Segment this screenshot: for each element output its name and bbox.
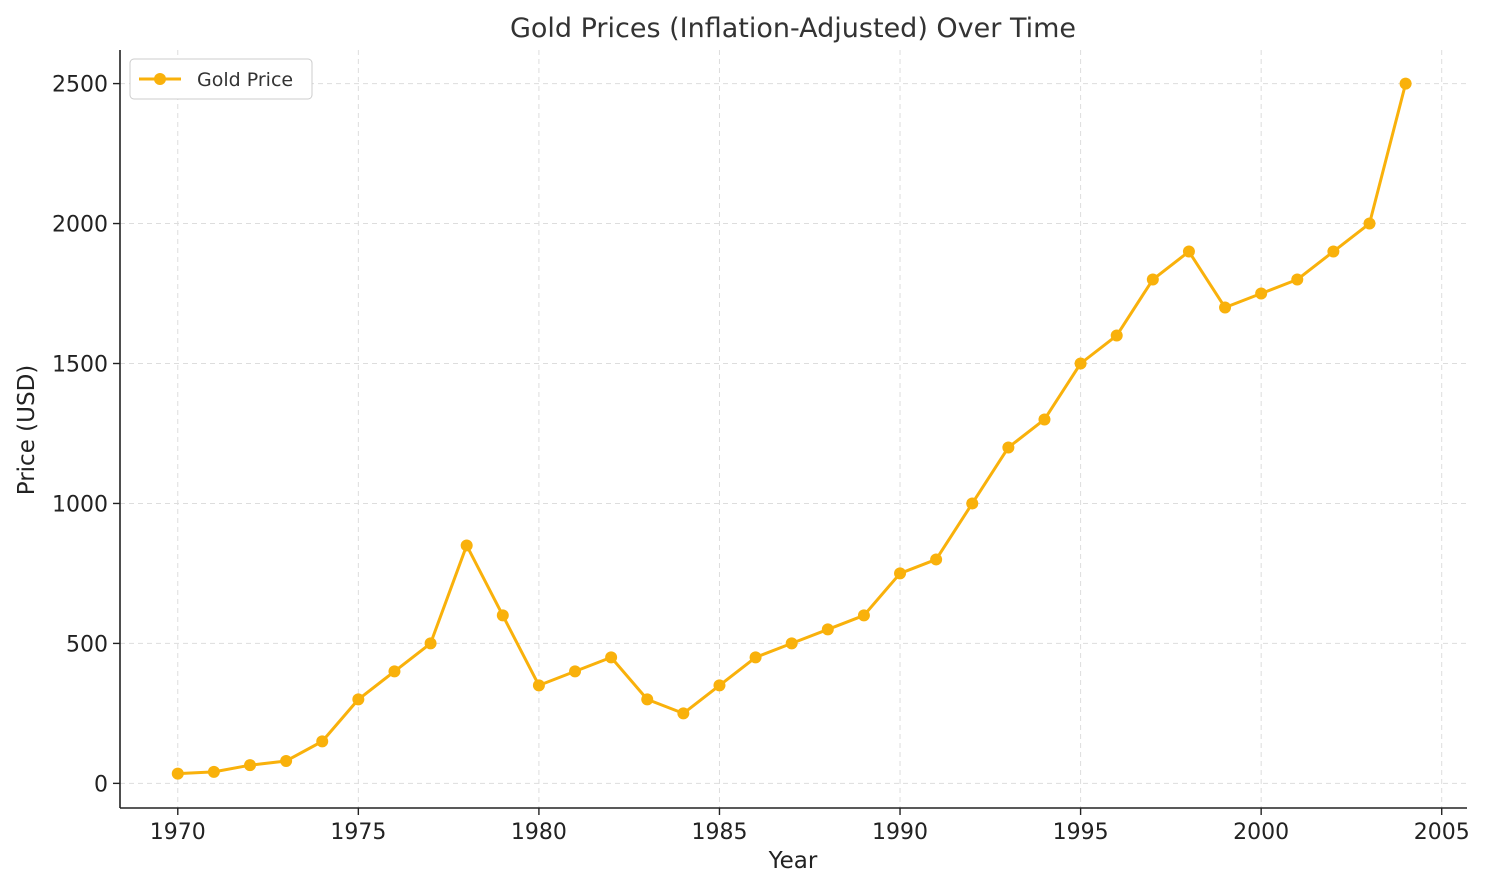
data-point bbox=[713, 679, 726, 692]
y-tick-label: 2500 bbox=[52, 73, 108, 98]
data-point bbox=[280, 754, 293, 767]
legend-marker-swatch bbox=[154, 73, 166, 85]
data-point bbox=[1399, 77, 1412, 90]
data-point bbox=[352, 693, 365, 706]
data-point bbox=[930, 553, 943, 566]
chart-title: Gold Prices (Inflation-Adjusted) Over Ti… bbox=[510, 13, 1076, 44]
data-point bbox=[207, 765, 220, 778]
data-point bbox=[1182, 245, 1195, 258]
data-point bbox=[532, 679, 545, 692]
series-layer bbox=[171, 77, 1412, 780]
data-point bbox=[460, 539, 473, 552]
y-axis-label: Price (USD) bbox=[14, 365, 40, 496]
data-point bbox=[496, 609, 509, 622]
data-point bbox=[1291, 273, 1304, 286]
data-point bbox=[1002, 441, 1015, 454]
data-point bbox=[1219, 301, 1232, 314]
data-point bbox=[894, 567, 907, 580]
data-point bbox=[569, 665, 582, 678]
data-point bbox=[1146, 273, 1159, 286]
legend-box bbox=[129, 58, 313, 100]
data-point bbox=[1074, 357, 1087, 370]
legend: Gold Price bbox=[129, 58, 313, 100]
data-point bbox=[388, 665, 401, 678]
data-point bbox=[821, 623, 834, 636]
x-tick-label: 2005 bbox=[1414, 820, 1470, 845]
x-tick-label: 1990 bbox=[872, 820, 928, 845]
data-point bbox=[857, 609, 870, 622]
data-point bbox=[1038, 413, 1051, 426]
x-axis-ticks: 1970 1975 1980 1985 1990 1995 2000 2005 bbox=[150, 808, 1470, 845]
y-tick-label: 1500 bbox=[52, 353, 108, 378]
data-point bbox=[785, 637, 798, 650]
data-point bbox=[424, 637, 437, 650]
data-point bbox=[749, 651, 762, 664]
x-tick-label: 1980 bbox=[511, 820, 567, 845]
x-tick-label: 2000 bbox=[1233, 820, 1289, 845]
data-point bbox=[677, 707, 690, 720]
data-point bbox=[244, 759, 257, 772]
y-tick-label: 0 bbox=[94, 772, 108, 797]
data-point bbox=[605, 651, 618, 664]
data-point bbox=[641, 693, 654, 706]
data-point bbox=[316, 735, 329, 748]
data-point bbox=[1327, 245, 1340, 258]
data-point bbox=[966, 497, 979, 510]
x-axis-label: Year bbox=[768, 848, 818, 874]
y-axis-ticks: 0 500 1000 1500 2000 2500 bbox=[52, 73, 120, 797]
data-point bbox=[171, 767, 184, 780]
data-point bbox=[1363, 217, 1376, 230]
legend-label: Gold Price bbox=[197, 69, 293, 91]
grid-lines bbox=[120, 50, 1467, 808]
series-line-gold-price bbox=[176, 82, 1408, 776]
data-point bbox=[1110, 329, 1123, 342]
y-tick-label: 2000 bbox=[52, 213, 108, 238]
x-tick-label: 1985 bbox=[691, 820, 747, 845]
y-tick-label: 500 bbox=[66, 632, 108, 657]
x-tick-label: 1995 bbox=[1053, 820, 1109, 845]
x-tick-label: 1970 bbox=[150, 820, 206, 845]
y-tick-label: 1000 bbox=[52, 492, 108, 517]
data-point bbox=[1255, 287, 1268, 300]
x-tick-label: 1975 bbox=[330, 820, 386, 845]
